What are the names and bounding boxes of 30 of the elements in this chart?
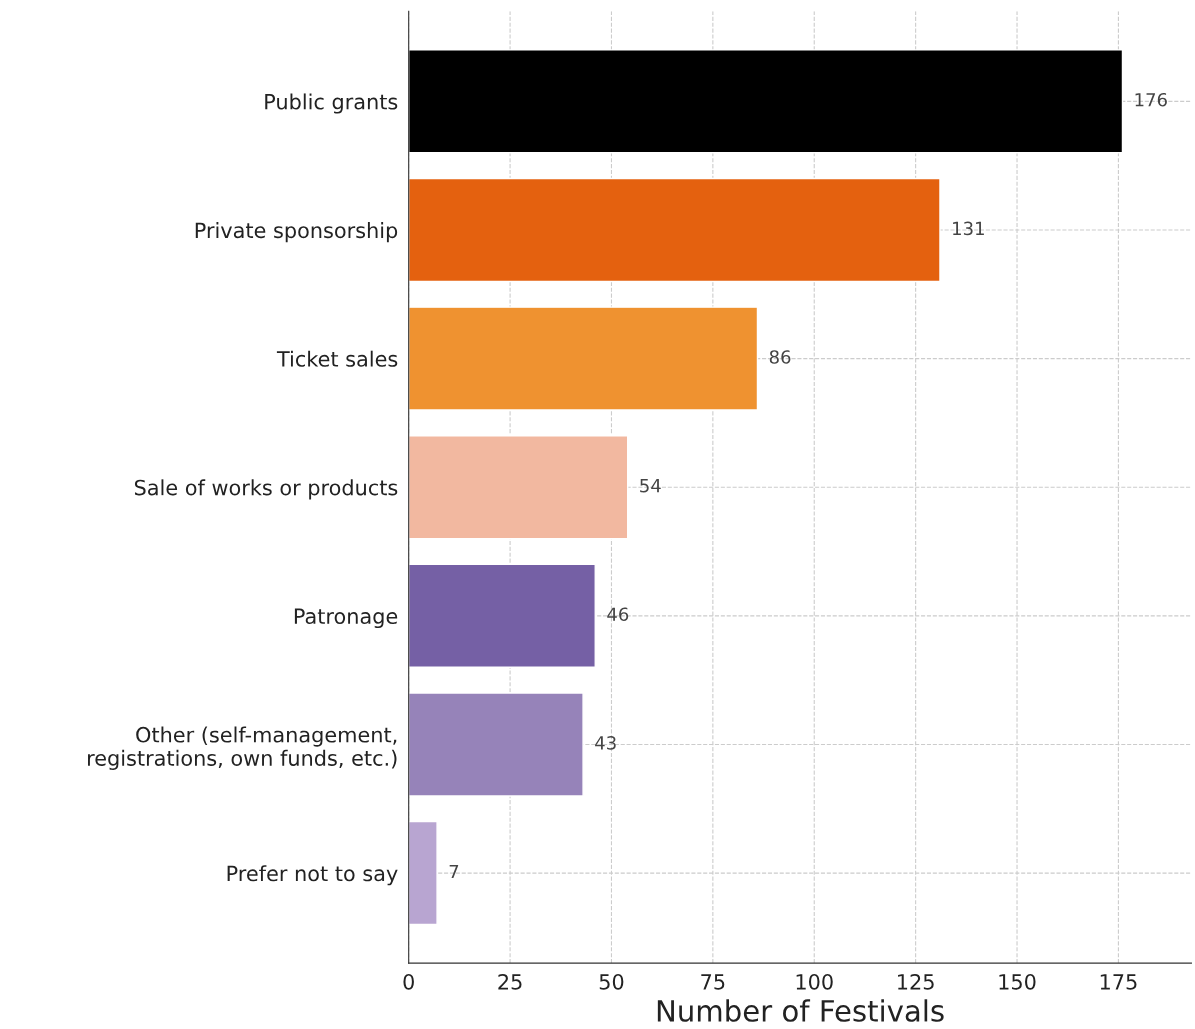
y-tick-label: Sale of works or products: [134, 479, 398, 500]
x-tick-label: 125: [898, 973, 934, 990]
data-label: 43: [595, 736, 616, 750]
bar: [408, 692, 584, 797]
y-tick-label: Public grants: [265, 93, 398, 114]
data-label: 131: [953, 221, 984, 236]
y-tick-label: Other (self-management, registrations, own funds, etc.): [88, 726, 397, 770]
x-axis-title: Number of Festivals: [657, 999, 944, 1022]
bar: [408, 435, 629, 540]
bar: [408, 49, 1124, 154]
bar: [408, 820, 438, 926]
data-label: 86: [769, 350, 791, 364]
bar: [408, 177, 941, 283]
y-tick-label: Ticket sales: [276, 350, 398, 367]
data-label: 46: [607, 607, 629, 622]
x-tick-label: 0: [403, 973, 414, 990]
y-tick-label: Patronage: [294, 608, 398, 629]
y-tick-label: Prefer not to say: [227, 865, 398, 886]
x-tick-label: 75: [701, 974, 725, 990]
x-tick-label: 100: [796, 973, 833, 990]
data-label: 54: [640, 479, 661, 493]
bar: [408, 306, 759, 411]
x-tick-label: 25: [498, 973, 522, 990]
x-tick-label: 150: [999, 973, 1036, 990]
bar: [408, 563, 596, 669]
data-label: 7: [449, 864, 459, 879]
x-tick-label: 175: [1100, 974, 1137, 990]
y-tick-label: Private sponsorship: [195, 222, 398, 243]
data-label: 176: [1135, 92, 1167, 107]
x-tick-label: 50: [599, 973, 624, 990]
